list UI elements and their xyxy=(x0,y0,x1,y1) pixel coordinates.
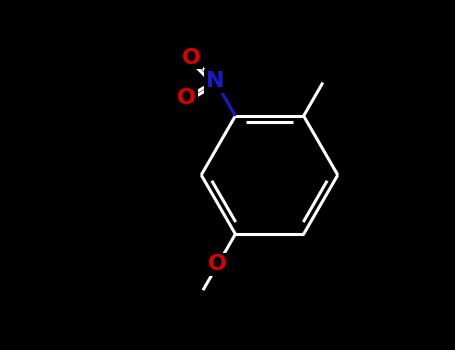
Text: O: O xyxy=(182,48,201,68)
Text: N: N xyxy=(206,71,224,91)
Text: O: O xyxy=(208,254,228,274)
Text: O: O xyxy=(177,88,196,108)
